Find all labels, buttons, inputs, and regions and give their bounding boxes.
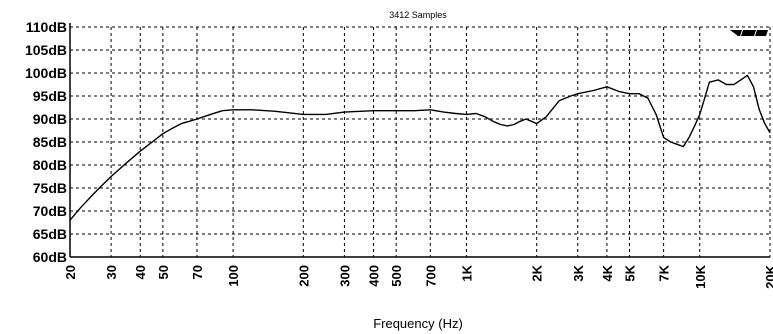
y-tick-label: 90dB xyxy=(33,111,67,127)
x-tick-label: 40 xyxy=(133,265,148,279)
x-axis-labels: 20 30 40 50 70 100 200 300 400 500 700 1K 2K 3K 4K 5K 7K… xyxy=(63,264,773,288)
x-tick-label: 10K xyxy=(693,264,708,288)
grid-layer xyxy=(69,26,771,258)
y-axis-labels: 110dB 105dB 100dB 95dB 90dB 85dB 80dB 75dB 70dB 6… xyxy=(25,19,67,265)
y-tick-label: 110dB xyxy=(26,19,67,35)
x-axis-title: Frequency (Hz) xyxy=(373,316,463,331)
y-tick-label: 80dB xyxy=(33,157,67,173)
x-tick-label: 1K xyxy=(459,264,474,281)
y-tick-label: 95dB xyxy=(33,88,67,104)
x-tick-label: 30 xyxy=(104,265,119,279)
x-tick-label: 70 xyxy=(190,265,205,279)
series-line xyxy=(69,74,771,221)
y-tick-label: 65dB xyxy=(33,226,67,242)
chart-title: 3412 Samples xyxy=(389,10,447,20)
x-tick-label: 700 xyxy=(423,265,438,287)
x-tick-label: 20 xyxy=(63,265,78,279)
x-tick-label: 100 xyxy=(226,265,241,287)
x-tick-label: 50 xyxy=(156,265,171,279)
logo-icon xyxy=(730,30,768,36)
y-tick-label: 70dB xyxy=(33,203,67,219)
y-tick-label: 75dB xyxy=(33,180,67,196)
x-tick-label: 20K xyxy=(763,264,773,288)
y-tick-label: 85dB xyxy=(33,134,67,150)
x-tick-label: 5K xyxy=(623,264,638,281)
x-tick-label: 300 xyxy=(337,265,352,287)
x-tick-label: 400 xyxy=(367,265,382,287)
y-tick-label: 100dB xyxy=(25,65,67,81)
x-tick-label: 7K xyxy=(657,264,672,281)
axes-layer xyxy=(69,23,770,258)
x-tick-label: 200 xyxy=(296,265,311,287)
y-tick-label: 105dB xyxy=(25,42,67,58)
x-tick-label: 2K xyxy=(530,264,545,281)
x-tick-label: 4K xyxy=(600,264,615,281)
x-tick-label: 3K xyxy=(571,264,586,281)
y-tick-label: 60dB xyxy=(33,249,67,265)
x-tick-label: 500 xyxy=(389,265,404,287)
series-layer xyxy=(69,74,771,221)
